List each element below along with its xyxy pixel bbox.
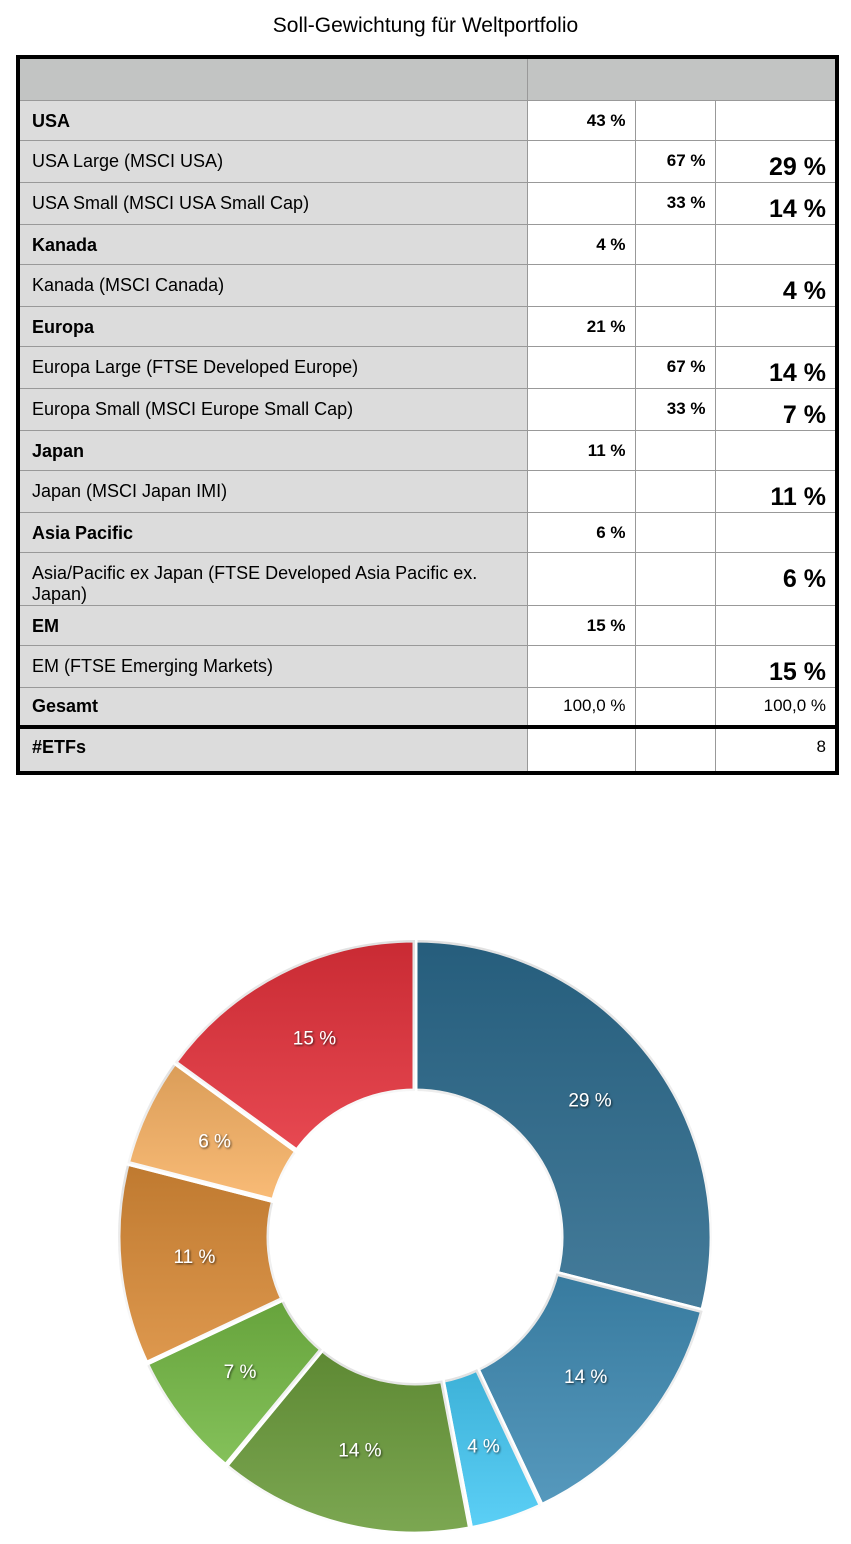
region-cell: 11 % [526, 429, 636, 471]
row-label: USA Large (MSCI USA) [17, 139, 528, 183]
weight-cell [714, 511, 838, 553]
table-row: Kanada 4 % [17, 223, 838, 265]
weight-cell: 11 % [714, 469, 838, 513]
slice-label: 29 % [568, 1090, 611, 1111]
row-label: Japan (MSCI Japan IMI) [17, 469, 528, 513]
region-cell [526, 181, 636, 225]
table-row: EM (FTSE Emerging Markets) 15 % [17, 644, 838, 688]
split-cell [634, 604, 716, 646]
weight-cell: 6 % [714, 551, 838, 606]
header-cell [17, 56, 528, 101]
donut-chart: 29 % 14 % 4 % 14 % 7 % 11 % 6 % 15 % [115, 937, 715, 1537]
region-cell [526, 345, 636, 389]
table-row: EM 15 % [17, 604, 838, 646]
slice-label: 14 % [564, 1367, 607, 1388]
row-label: Asia/Pacific ex Japan (FTSE Developed As… [17, 551, 528, 606]
region-cell [526, 644, 636, 688]
table-row: USA 43 % [17, 99, 838, 141]
weight-cell [714, 604, 838, 646]
slice-label: 14 % [338, 1441, 381, 1462]
table-row: Kanada (MSCI Canada) 4 % [17, 263, 838, 307]
weight-cell: 14 % [714, 345, 838, 389]
row-label: EM [17, 604, 528, 646]
weight-cell: 29 % [714, 139, 838, 183]
row-label: USA [17, 99, 528, 141]
row-label: Japan [17, 429, 528, 471]
split-cell [634, 469, 716, 513]
region-cell [526, 469, 636, 513]
region-cell: 15 % [526, 604, 636, 646]
split-cell: 67 % [634, 345, 716, 389]
slice-label: 7 % [224, 1362, 257, 1383]
region-cell [526, 139, 636, 183]
weight-cell [714, 99, 838, 141]
weight-cell: 7 % [714, 387, 838, 431]
table-row: Europa 21 % [17, 305, 838, 347]
split-cell: 33 % [634, 387, 716, 431]
region-cell [526, 387, 636, 431]
slice-label: 4 % [467, 1437, 500, 1458]
row-label: EM (FTSE Emerging Markets) [17, 644, 528, 688]
weight-cell: 4 % [714, 263, 838, 307]
table-row: Europa Small (MSCI Europe Small Cap) 33 %… [17, 387, 838, 431]
region-cell: 6 % [526, 511, 636, 553]
weight-table: USA 43 % USA Large (MSCI USA) 67 % 29 % USA S… [16, 55, 840, 775]
region-cell: 21 % [526, 305, 636, 347]
split-cell [634, 263, 716, 307]
region-cell: 43 % [526, 99, 636, 141]
region-cell [526, 263, 636, 307]
row-label: USA Small (MSCI USA Small Cap) [17, 181, 528, 225]
header-cell [526, 56, 838, 101]
donut-slice [412, 937, 715, 1314]
weight-cell [714, 305, 838, 347]
split-cell [634, 305, 716, 347]
slice-label: 6 % [198, 1132, 231, 1153]
weight-cell: 14 % [714, 181, 838, 225]
split-cell [634, 429, 716, 471]
row-label: Asia Pacific [17, 511, 528, 553]
weight-cell: 100,0 % [714, 686, 838, 728]
weight-cell [714, 223, 838, 265]
split-cell [634, 511, 716, 553]
table-row: Gesamt 100,0 % 100,0 % [17, 686, 838, 728]
weight-cell: 8 [714, 725, 838, 774]
split-cell [634, 551, 716, 606]
region-cell [526, 551, 636, 606]
region-cell: 4 % [526, 223, 636, 265]
table-row: Japan (MSCI Japan IMI) 11 % [17, 469, 838, 513]
row-label: Kanada (MSCI Canada) [17, 263, 528, 307]
weight-cell [714, 429, 838, 471]
table-row: USA Small (MSCI USA Small Cap) 33 % 14 % [17, 181, 838, 225]
table-row: Europa Large (FTSE Developed Europe) 67 %… [17, 345, 838, 389]
row-label: #ETFs [17, 725, 528, 774]
row-label: Europa [17, 305, 528, 347]
table-row: #ETFs 8 [17, 725, 838, 774]
table-row: USA Large (MSCI USA) 67 % 29 % [17, 139, 838, 183]
split-cell [634, 644, 716, 688]
row-label: Europa Small (MSCI Europe Small Cap) [17, 387, 528, 431]
row-label: Kanada [17, 223, 528, 265]
split-cell [634, 223, 716, 265]
row-label: Europa Large (FTSE Developed Europe) [17, 345, 528, 389]
slice-label: 11 % [174, 1247, 216, 1268]
slice-label: 15 % [293, 1029, 336, 1050]
split-cell [634, 686, 716, 728]
split-cell [634, 725, 716, 774]
title: Soll-Gewichtung für Weltportfolio [272, 14, 579, 37]
split-cell: 67 % [634, 139, 716, 183]
region-cell [526, 725, 636, 774]
region-cell: 100,0 % [526, 686, 636, 728]
header-row [17, 56, 838, 101]
split-cell: 33 % [634, 181, 716, 225]
row-label: Gesamt [17, 686, 528, 728]
table-row: Japan 11 % [17, 429, 838, 471]
weight-cell: 15 % [714, 644, 838, 688]
table-row: Asia Pacific 6 % [17, 511, 838, 553]
split-cell [634, 99, 716, 141]
table-row: Asia/Pacific ex Japan (FTSE Developed As… [17, 551, 838, 606]
